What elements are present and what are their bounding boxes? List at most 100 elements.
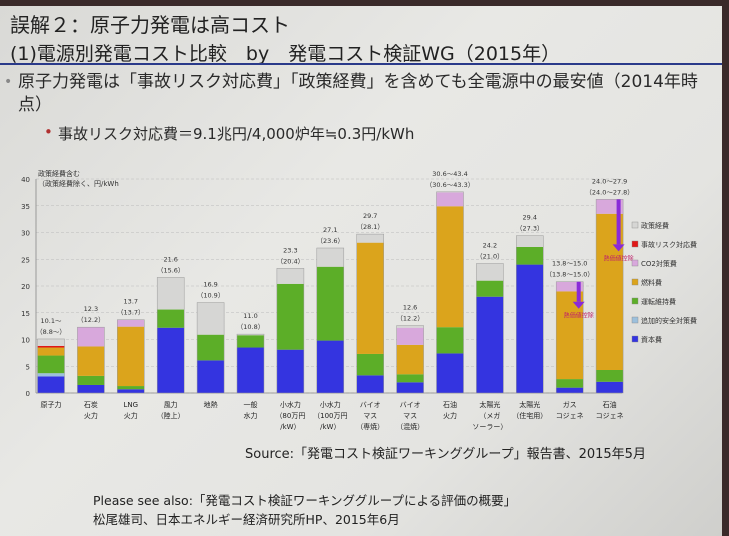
bar-total-label: 13.8～15.0 (552, 260, 587, 268)
bar-segment-運転維持費 (237, 335, 264, 348)
bar-excl-policy-label: （10.8） (237, 323, 264, 331)
slide-subtitle: (1)電源別発電コスト比較 by 発電コスト検証WG（2015年） (10, 43, 561, 65)
arrow-head-icon (572, 301, 585, 309)
bar-excl-policy-label: （10.9） (197, 292, 224, 300)
bar-segment-燃料費 (356, 242, 384, 354)
bar-excl-policy-label: （13.8～15.0） (545, 271, 593, 279)
x-tick-label: （80万円 (275, 412, 305, 420)
x-tick-label: バイオ (360, 401, 381, 409)
bullet-main: 原子力発電は「事故リスク対応費」「政策経費」を含めても全電源中の最安値（2014… (4, 71, 698, 117)
bar-segment-政策経費 (516, 235, 544, 247)
bar-excl-policy-label: （12.2） (77, 316, 104, 324)
x-tick-label: 風力 (164, 400, 178, 409)
y-tick-label: 35 (21, 203, 30, 211)
bar-segment-燃料費 (77, 346, 105, 376)
bar-outline (555, 281, 584, 394)
bar-excl-policy-label: （28.1） (356, 223, 383, 231)
y-tick-label: 20 (21, 283, 30, 291)
legend-label: 政策経費 (641, 221, 669, 230)
bar-total-label: 12.3 (84, 305, 98, 313)
bar-outline (356, 233, 384, 394)
legend-swatch (631, 297, 639, 305)
bar-total-label: 13.7 (124, 298, 138, 306)
x-tick-label: 一般 (244, 400, 258, 409)
bar-total-label: 21.6 (163, 255, 177, 263)
bar-segment-運転維持費 (596, 369, 624, 382)
bar-segment-運転維持費 (556, 379, 584, 388)
bar-segment-資本費 (77, 384, 105, 393)
bar-outline (196, 302, 225, 394)
legend-swatch (631, 335, 639, 343)
bar-total-label: 29.7 (363, 212, 377, 220)
bar-segment-政策経費 (396, 325, 424, 328)
bar-segment-追加的安全対策費 (37, 373, 65, 377)
x-tick-label: （混焼） (396, 422, 424, 431)
bar-total-label: 29.4 (523, 214, 537, 222)
bar-total-label: 11.0 (243, 312, 257, 320)
bar-segment-資本費 (516, 264, 544, 393)
y-tick-label: 10 (21, 337, 30, 345)
bar-excl-policy-label: （20.4） (277, 257, 304, 265)
legend-swatch (631, 259, 639, 267)
y-tick-label: 5 (26, 363, 30, 371)
bar-outline (77, 326, 105, 394)
bar-excl-policy-label: （12.2） (396, 315, 423, 323)
bar-segment-政策経費 (356, 234, 384, 243)
bar-segment-政策経費 (316, 248, 344, 267)
bar-segment-燃料費 (37, 347, 65, 356)
bar-total-label: 24.0～27.9 (592, 177, 627, 185)
y-axis-label-2: （政策経費除く、円/kWh (38, 179, 119, 188)
legend-swatch (631, 240, 639, 248)
x-tick-label: /kW） (320, 423, 340, 431)
y-tick-label: 15 (21, 310, 30, 318)
bar-segment-資本費 (237, 347, 264, 393)
bar-segment-運転維持費 (37, 355, 65, 374)
x-tick-label: 石油 (603, 400, 617, 409)
x-tick-label: コジェネ (596, 412, 624, 420)
bar-segment-運転維持費 (77, 375, 105, 385)
x-tick-label: 火力 (124, 411, 138, 420)
bar-excl-policy-label: （23.6） (317, 237, 344, 245)
bar-segment-資本費 (117, 389, 145, 393)
bar-total-label: 10.1～ (41, 317, 62, 325)
bar-outline (37, 338, 65, 394)
legend-label: 運転維持費 (641, 297, 676, 306)
x-tick-label: バイオ (400, 401, 421, 409)
x-tick-label: 石炭 (84, 401, 98, 409)
see-also-note: Please see also:「発電コスト検証ワーキンググループによる評価の概… (93, 491, 516, 529)
x-tick-label: 地熱 (204, 400, 218, 409)
slide: 誤解２：原子力発電は高コスト (1)電源別発電コスト比較 by 発電コスト検証W… (0, 6, 722, 536)
bar-segment-資本費 (316, 340, 344, 393)
see-also-line-1: Please see also:「発電コスト検証ワーキンググループによる評価の概… (93, 493, 517, 508)
bar-segment-運転維持費 (356, 353, 384, 376)
bar-excl-policy-label: （27.3） (516, 225, 543, 233)
bar-segment-政策経費 (197, 302, 225, 335)
bar-segment-資本費 (276, 349, 304, 393)
legend-label: 資本費 (641, 335, 662, 344)
x-tick-label: 太陽光 (519, 400, 540, 409)
legend-label: 燃料費 (641, 278, 662, 287)
bar-segment-CO2対策費 (77, 327, 105, 347)
y-tick-label: 25 (21, 256, 30, 264)
x-tick-label: （メガ (479, 411, 500, 420)
bar-segment-政策経費 (237, 334, 264, 336)
x-tick-label: 水力 (244, 411, 258, 420)
bar-total-label: 24.2 (483, 242, 497, 250)
x-tick-label: ソーラー） (472, 423, 507, 431)
bar-outline (436, 191, 464, 394)
bar-outline (595, 199, 624, 394)
arrow-head-icon (612, 244, 625, 252)
bar-segment-燃料費 (117, 326, 145, 387)
bar-segment-運転維持費 (197, 334, 225, 361)
bar-segment-CO2対策費 (436, 192, 464, 207)
bar-segment-運転維持費 (117, 386, 145, 390)
bar-outline (516, 235, 544, 394)
bar-segment-資本費 (476, 296, 504, 393)
bar-outline (316, 247, 345, 394)
bar-excl-policy-label: （15.6） (157, 266, 184, 274)
bar-excl-policy-label: （21.0） (476, 253, 503, 261)
x-tick-label: ガス (563, 400, 577, 409)
bar-outline (396, 325, 424, 394)
legend-swatch (631, 316, 639, 324)
x-tick-label: LNG (124, 401, 139, 409)
